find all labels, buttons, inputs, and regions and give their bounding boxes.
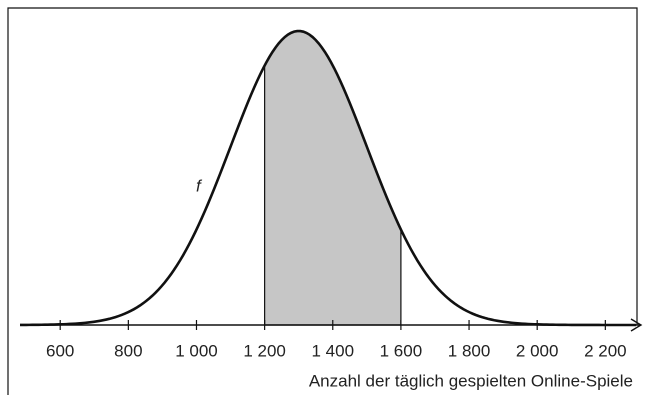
axis-arrow xyxy=(630,318,643,332)
density-curve xyxy=(19,29,636,327)
x-tick-label: 1 000 xyxy=(175,341,218,360)
x-tick-label: 1 800 xyxy=(448,341,491,360)
x-tick-label: 600 xyxy=(46,341,74,360)
x-tick-label: 800 xyxy=(114,341,142,360)
x-tick-label: 1 600 xyxy=(380,341,423,360)
curve-label: f xyxy=(196,176,203,195)
x-tick-label: 2 200 xyxy=(584,341,627,360)
x-tick-label: 1 400 xyxy=(311,341,354,360)
shaded-area xyxy=(264,30,402,326)
x-tick-label: 2 000 xyxy=(516,341,559,360)
x-tick-label: 1 200 xyxy=(243,341,286,360)
x-axis-label: Anzahl der täglich gespielten Online-Spi… xyxy=(309,371,633,390)
frame xyxy=(7,7,638,395)
